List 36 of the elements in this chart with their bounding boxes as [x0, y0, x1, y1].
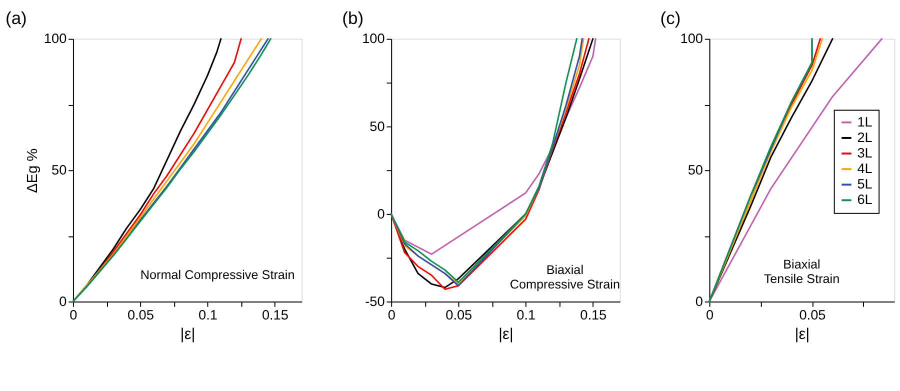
x-tick-label: 0.05: [799, 308, 826, 323]
x-tick-label: 0.05: [127, 308, 154, 323]
y-tick-label: 100: [680, 31, 704, 46]
legend-label: 5L: [857, 176, 873, 192]
y-tick-label: 0: [695, 294, 704, 309]
y-tick-label: 0: [59, 294, 68, 309]
x-axis-title: |ε|: [794, 326, 810, 343]
x-tick-label: 0.05: [446, 308, 472, 323]
y-axis-title: ΔEg %: [25, 148, 42, 193]
y-tick-label: 50: [688, 162, 704, 178]
annotation: Biaxial Compressive Strain: [510, 262, 620, 292]
chart-title: (c): [660, 8, 681, 28]
legend-label: 3L: [857, 145, 873, 160]
x-tick-label: 0: [706, 308, 714, 323]
y-tick-label: 50: [52, 162, 68, 178]
x-tick-label: 0.1: [516, 308, 536, 323]
y-tick-label: 50: [370, 118, 386, 134]
y-tick-label: -50: [365, 294, 386, 309]
y-tick-label: 100: [362, 31, 386, 46]
x-tick-label: 0: [388, 308, 396, 323]
chart-title: (a): [5, 8, 27, 28]
y-tick-label: 100: [44, 31, 68, 46]
x-axis-title: |ε|: [498, 326, 514, 343]
legend-label: 2L: [857, 130, 873, 145]
x-tick-label: 0: [70, 308, 78, 323]
chart-title: (b): [342, 8, 364, 28]
legend-label: 6L: [857, 192, 873, 208]
annotation: Normal Compressive Strain: [140, 268, 295, 282]
x-tick-label: 0.15: [262, 308, 288, 323]
x-tick-label: 0.1: [198, 308, 218, 323]
x-tick-label: 0.15: [580, 308, 607, 323]
legend-label: 4L: [857, 160, 873, 176]
x-axis-title: |ε|: [180, 326, 196, 343]
legend-label: 1L: [857, 114, 873, 130]
annotation: Biaxial Tensile Strain: [764, 258, 840, 286]
y-tick-label: 0: [377, 206, 386, 222]
